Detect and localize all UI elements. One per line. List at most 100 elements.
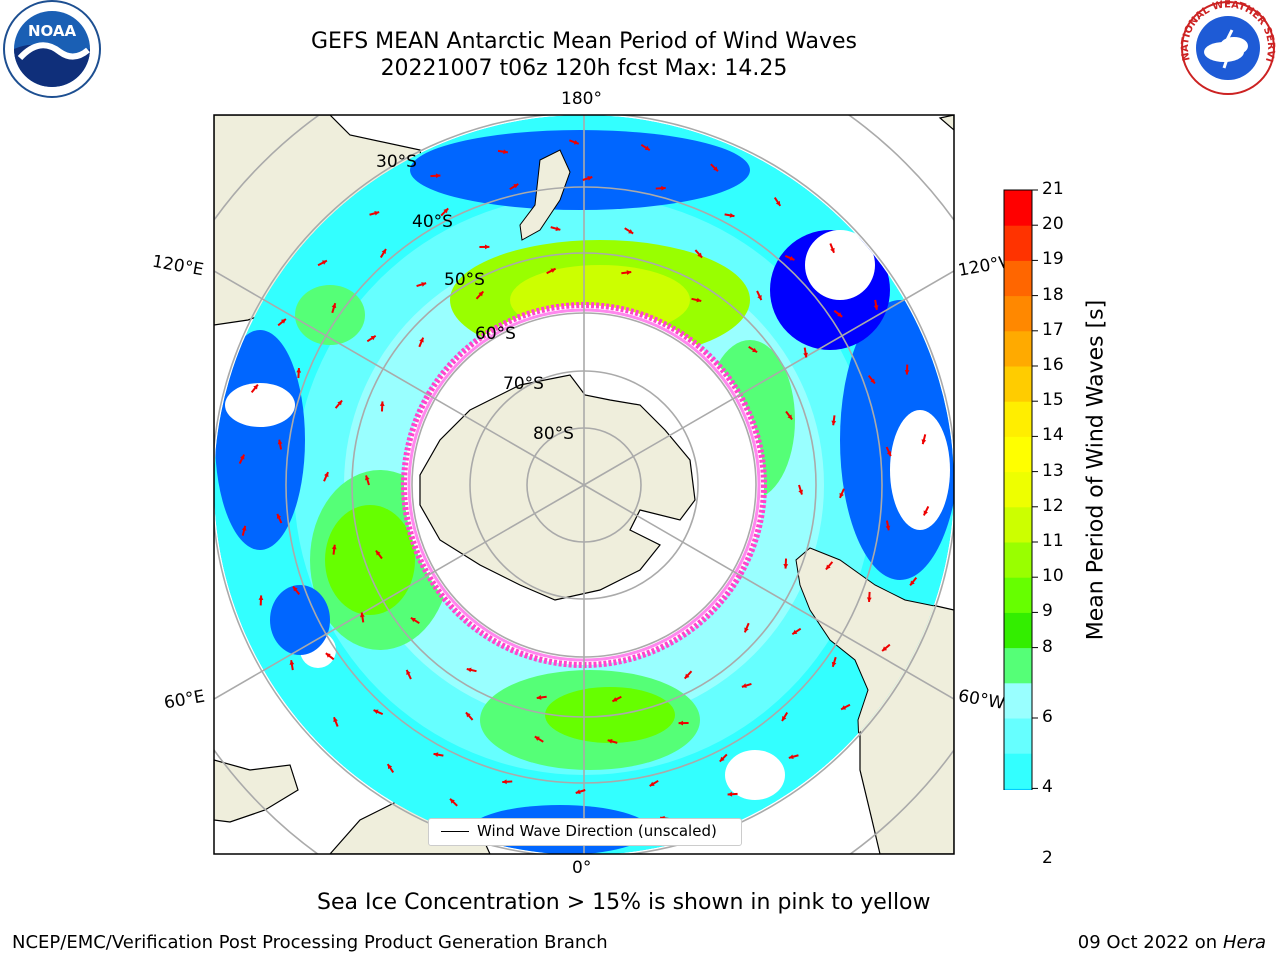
colorbar-segment xyxy=(1004,471,1032,508)
wave-arrow-head xyxy=(886,451,892,457)
wave-arrow-head xyxy=(757,295,762,301)
lat-label-60s: 60°S xyxy=(475,324,516,344)
lat-label-50s: 50°S xyxy=(444,270,485,290)
lon-label-0: 0° xyxy=(572,858,592,878)
wave-arrow-head xyxy=(841,705,847,710)
colorbar-tick-label: 11 xyxy=(1042,531,1064,551)
wave-arrow-head xyxy=(258,595,264,600)
colorbar-tick-label: 10 xyxy=(1042,566,1064,587)
title-line-2: 20221007 t06z 120h fcst Max: 14.25 xyxy=(380,56,788,81)
wave-arrow-head xyxy=(277,439,283,445)
wave-arrow-head xyxy=(280,318,286,324)
colorbar-tick-label: 12 xyxy=(1042,495,1064,516)
antarctica xyxy=(419,374,696,601)
colorbar-tick-label: 19 xyxy=(1042,249,1064,270)
wave-arrow-head xyxy=(465,712,471,718)
wave-arrow-head xyxy=(678,720,684,726)
wave-arrow-head xyxy=(375,550,381,556)
wave-arrow-head xyxy=(534,736,540,741)
footer-host: Hera xyxy=(1222,932,1266,953)
wave-arrow-head xyxy=(825,564,831,570)
wave-arrow-head xyxy=(374,210,380,216)
wave-arrow-head xyxy=(293,586,298,592)
wave-arrow-head xyxy=(536,695,542,700)
colorbar-segment xyxy=(1004,366,1032,402)
wave-arrow-head xyxy=(788,754,794,760)
wave-arrow-head xyxy=(503,149,508,155)
wave-arrow-head xyxy=(866,597,872,602)
wave-arrow-head xyxy=(379,401,385,406)
map-legend: Wind Wave Direction (unscaled) xyxy=(428,818,742,846)
wave-arrow-head xyxy=(331,544,337,550)
wave-arrow-head xyxy=(783,564,789,569)
colorbar-outline xyxy=(1003,189,1033,790)
wave-arrow-head xyxy=(904,370,910,375)
wave-arrow-head xyxy=(729,212,735,218)
footer-date: 09 Oct 2022 on Hera xyxy=(1078,932,1266,953)
wave-arrow-head xyxy=(727,791,733,797)
wave-arrow-head xyxy=(550,268,556,273)
wave-arrow-head xyxy=(921,439,927,445)
wave-arrow-head xyxy=(555,226,561,231)
wave-arrow-head xyxy=(502,779,507,785)
wave-arrow-head xyxy=(333,717,338,723)
colorbar-segment xyxy=(1004,506,1032,543)
wave-arrow-head xyxy=(419,337,424,343)
colorbar-segment xyxy=(1004,647,1032,684)
colorbar-segment xyxy=(1004,788,1032,790)
map-frame xyxy=(213,114,955,855)
lat-label-80s: 80°S xyxy=(533,424,574,444)
legend-line-swatch xyxy=(441,831,469,832)
wave-arrow-head xyxy=(923,510,928,516)
wave-arrow-head xyxy=(370,335,376,341)
wave-arrow-head xyxy=(612,697,618,702)
colorbar xyxy=(1003,189,1038,790)
colorbar-tick-label: 6 xyxy=(1042,707,1053,727)
colorbar-segment xyxy=(1004,436,1032,473)
wave-arrow-head xyxy=(684,673,690,679)
graticule xyxy=(214,115,954,854)
lat-label-70s: 70°S xyxy=(503,374,544,394)
wave-arrow-head xyxy=(466,667,472,673)
wave-arrow-head xyxy=(782,716,787,722)
wave-arrow-head xyxy=(628,229,634,234)
noaa-logo: NOAA xyxy=(3,0,101,98)
colorbar-tick-label: 16 xyxy=(1042,355,1064,375)
wave-arrow-head xyxy=(296,368,302,373)
footer-date-text: 09 Oct 2022 on xyxy=(1077,932,1223,953)
wave-arrow-head xyxy=(575,789,581,794)
footer-branch: NCEP/EMC/Verification Post Processing Pr… xyxy=(12,932,608,953)
colorbar-tick-label: 17 xyxy=(1042,319,1064,340)
wave-arrow-head xyxy=(241,525,247,531)
wave-arrow-head xyxy=(873,305,879,310)
wave-arrow-head xyxy=(443,208,449,214)
noaa-logo-text: NOAA xyxy=(28,22,77,40)
wave-arrow-head xyxy=(324,472,329,478)
colorbar-segment xyxy=(1004,577,1032,613)
lat-label-40s: 40°S xyxy=(412,212,453,232)
wave-arrow-head xyxy=(798,489,803,495)
wave-arrow-head xyxy=(513,183,519,189)
wave-arrow-head xyxy=(607,739,613,744)
colorbar-segment xyxy=(1004,260,1032,297)
sea-ice-caption: Sea Ice Concentration > 15% is shown in … xyxy=(317,890,931,915)
wave-arrow-head xyxy=(435,173,441,179)
wave-arrow-head xyxy=(337,400,343,406)
wave-arrow-head xyxy=(626,270,632,275)
wave-arrow-head xyxy=(910,580,915,586)
colorbar-segment xyxy=(1004,225,1032,261)
wave-arrow-head xyxy=(373,709,379,715)
colorbar-segment xyxy=(1004,295,1032,332)
wave-arrow-head xyxy=(696,297,702,303)
wave-arrow-head xyxy=(587,176,593,181)
wave-arrow-head xyxy=(321,260,327,265)
wave-arrow-head xyxy=(719,756,725,762)
colorbar-label: Mean Period of Wind Waves [s] xyxy=(1083,299,1109,641)
wave-arrow-head xyxy=(387,764,393,770)
lon-label-180: 180° xyxy=(561,89,602,109)
wave-arrow-head xyxy=(697,252,703,258)
wave-arrow-head xyxy=(837,312,843,317)
wave-arrow-head xyxy=(803,352,808,358)
wave-arrow-head xyxy=(253,384,258,390)
wave-arrow-head xyxy=(433,752,439,758)
